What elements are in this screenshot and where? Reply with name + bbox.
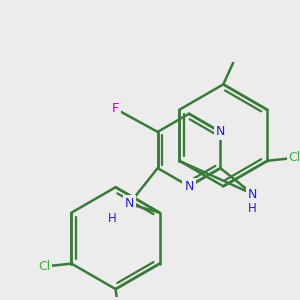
Text: N: N [248, 188, 257, 201]
Text: N: N [216, 125, 225, 138]
Text: F: F [112, 102, 119, 116]
Text: N: N [124, 197, 134, 210]
Text: H: H [248, 202, 257, 215]
Text: Cl: Cl [38, 260, 50, 273]
Text: N: N [184, 180, 194, 193]
Text: Cl: Cl [289, 151, 300, 164]
Text: H: H [108, 212, 117, 225]
